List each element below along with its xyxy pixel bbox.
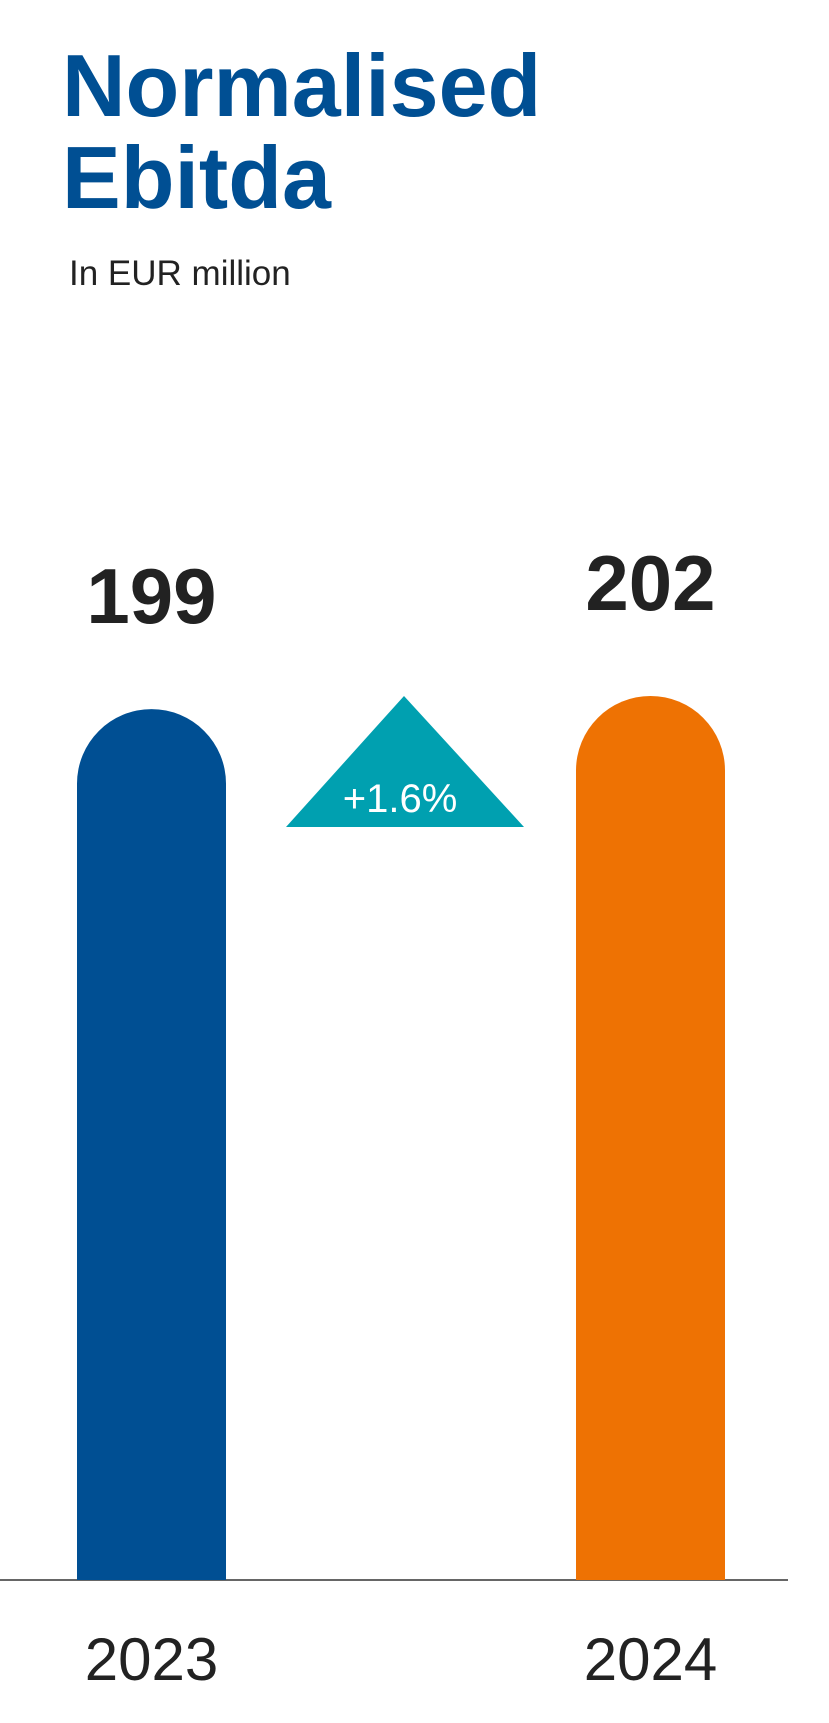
value-label: 202 — [585, 539, 715, 627]
x-tick-label: 2023 — [85, 1626, 218, 1693]
bar — [576, 696, 725, 1580]
value-label: 199 — [86, 552, 216, 640]
x-tick-label: 2024 — [584, 1626, 717, 1693]
chart-title: Normalised Ebitda — [62, 36, 542, 227]
bar — [77, 709, 226, 1580]
chart-subtitle: In EUR million — [69, 254, 291, 293]
change-label: +1.6% — [343, 777, 458, 821]
change-triangle — [286, 696, 524, 827]
